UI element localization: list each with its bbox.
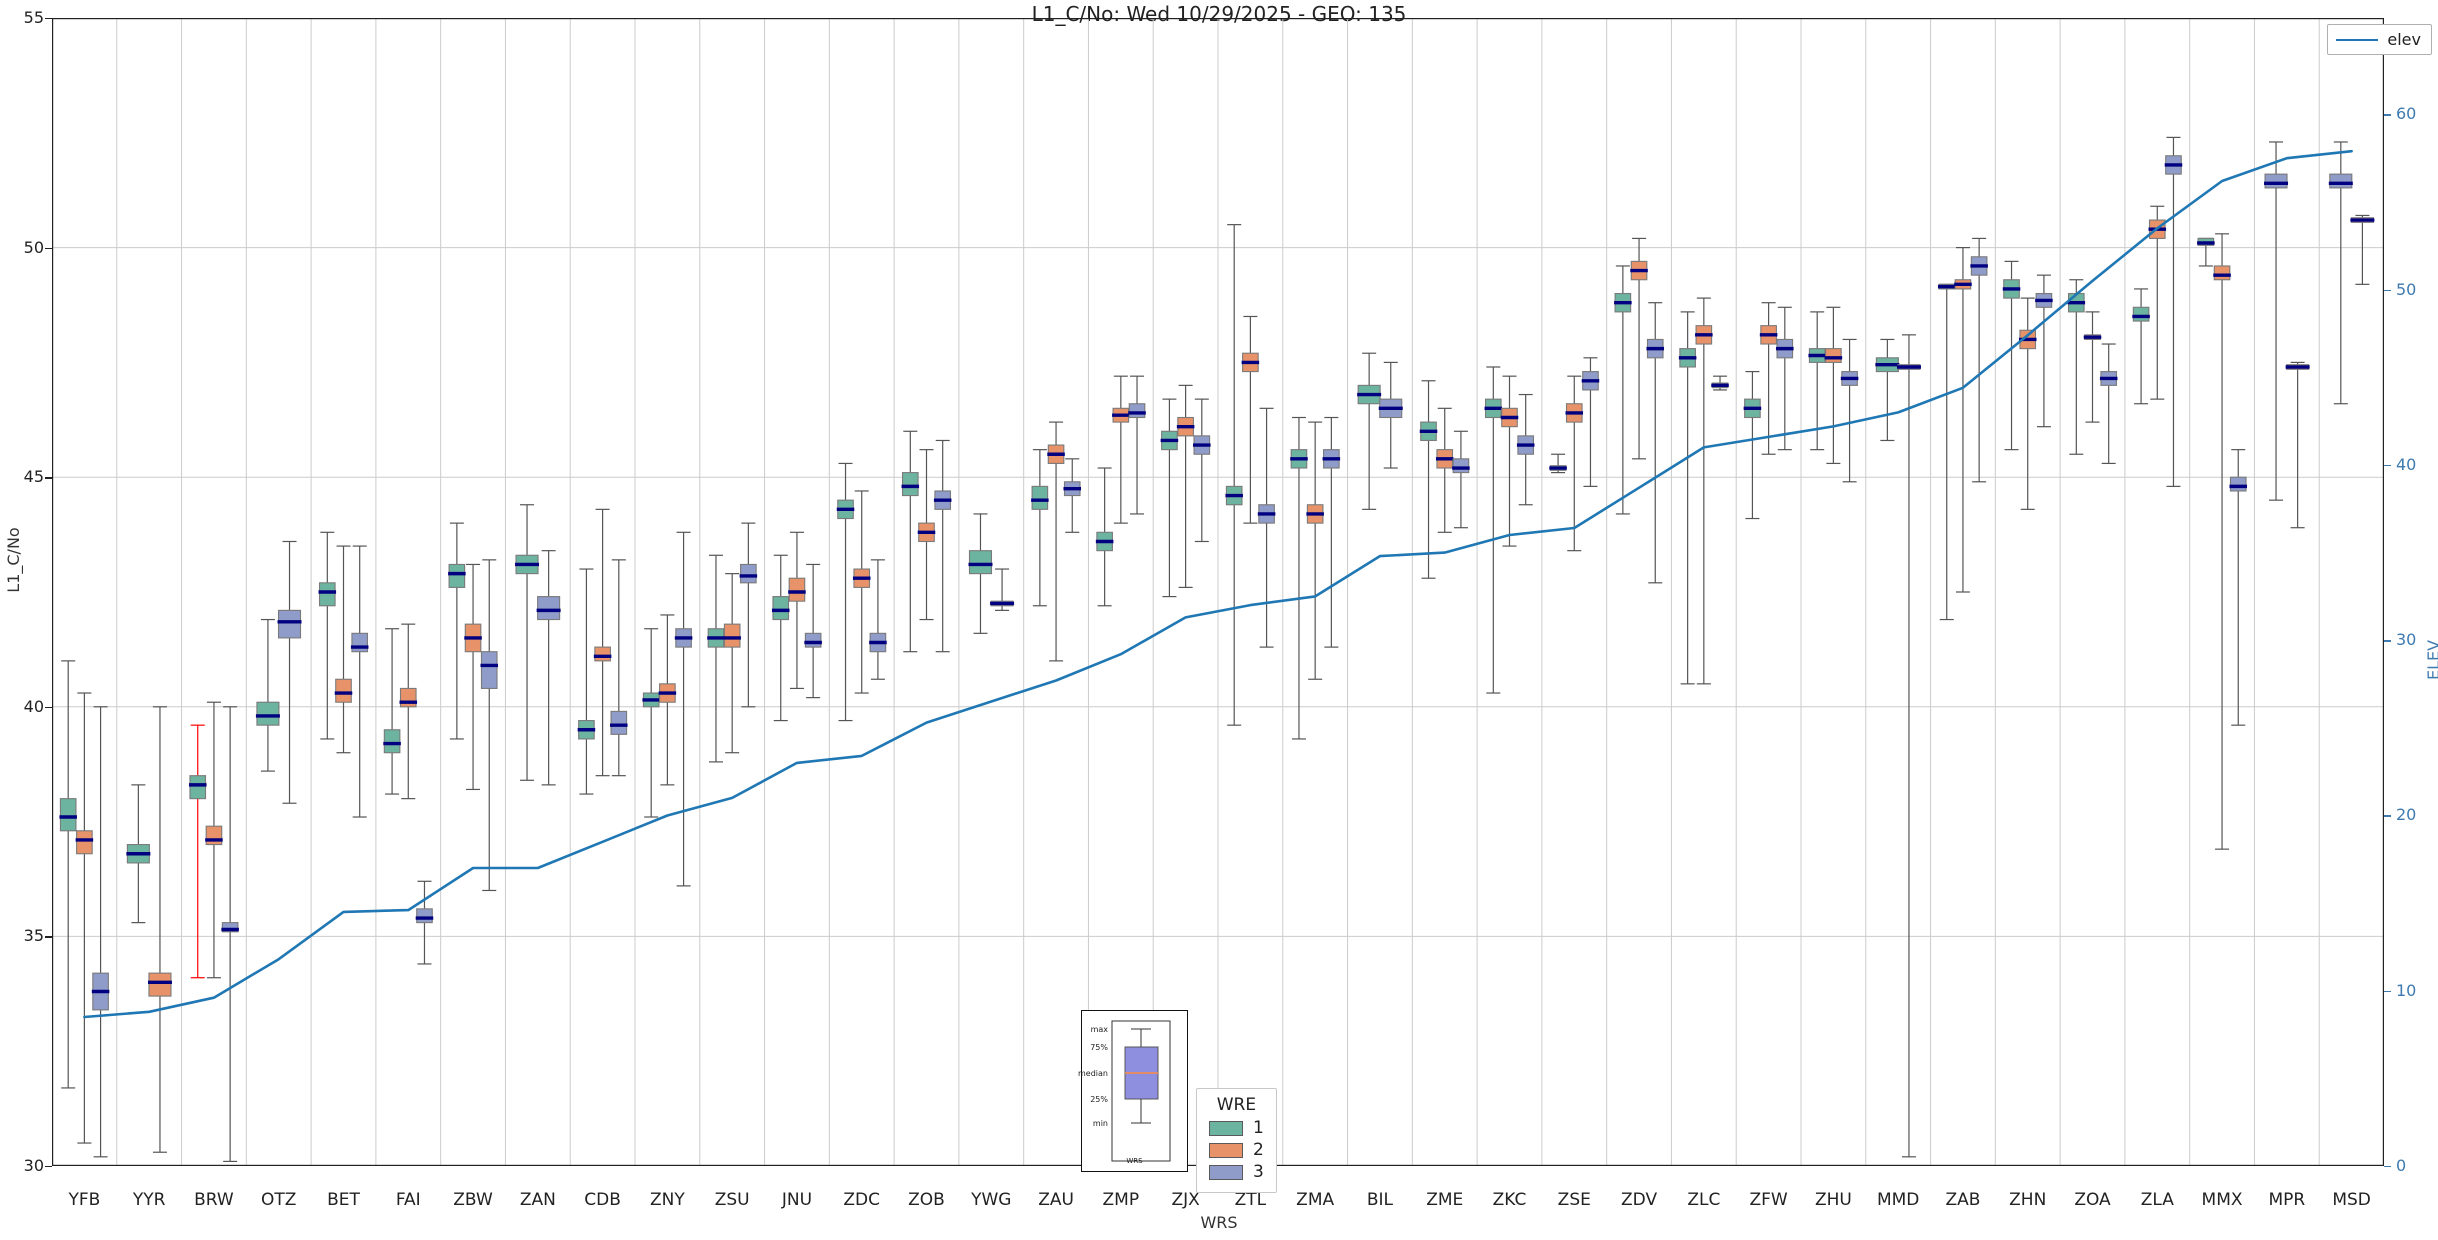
inset-x-label: WRS <box>1126 1157 1143 1165</box>
x-tick-MMD: MMD <box>1876 1190 1920 1210</box>
wre-swatch-3 <box>1209 1164 1243 1180</box>
y-tick-mark <box>45 477 52 479</box>
x-tick-ZAU: ZAU <box>1038 1190 1074 1210</box>
x-tick-BIL: BIL <box>1366 1190 1394 1210</box>
x-tick-ZTL: ZTL <box>1234 1190 1267 1210</box>
wre-legend-item-1[interactable]: 1 <box>1209 1118 1264 1138</box>
plot-svg <box>52 18 2384 1166</box>
elev-legend-label: elev <box>2387 30 2421 49</box>
x-tick-ZMA: ZMA <box>1296 1190 1335 1210</box>
wre-legend-item-2[interactable]: 2 <box>1209 1140 1264 1160</box>
x-tick-ZAN: ZAN <box>519 1190 556 1210</box>
wre-swatch-1 <box>1209 1120 1243 1136</box>
y2-tick-40: 40 <box>2396 454 2417 474</box>
x-tick-MMX: MMX <box>2201 1190 2243 1210</box>
x-tick-YFB: YFB <box>68 1190 101 1210</box>
y2-tick-mark <box>2384 990 2391 993</box>
y-tick-50: 50 <box>23 237 44 257</box>
wre-label-2: 2 <box>1253 1140 1264 1160</box>
x-tick-ZSE: ZSE <box>1557 1190 1591 1210</box>
y2-tick-60: 60 <box>2396 104 2417 124</box>
x-tick-ZME: ZME <box>1426 1190 1464 1210</box>
wre-legend-item-3[interactable]: 3 <box>1209 1162 1264 1182</box>
y2-tick-20: 20 <box>2396 805 2417 825</box>
inset-label-median: median <box>1078 1069 1108 1078</box>
y-tick-mark <box>45 1166 52 1168</box>
x-tick-OTZ: OTZ <box>261 1190 297 1210</box>
inset-label-q3: 75% <box>1090 1043 1108 1052</box>
y-tick-mark <box>45 247 52 249</box>
x-axis-label: WRS <box>1200 1213 1238 1232</box>
x-tick-ZBW: ZBW <box>453 1190 493 1210</box>
x-tick-CDB: CDB <box>584 1190 621 1210</box>
x-tick-ZOA: ZOA <box>2074 1190 2111 1210</box>
y-tick-45: 45 <box>23 467 44 487</box>
y-tick-mark <box>45 18 52 20</box>
boxplot-explainer-legend: max 75% median 25% min WRS <box>1078 1010 1188 1172</box>
x-tick-ZSU: ZSU <box>714 1190 750 1210</box>
x-tick-ZFW: ZFW <box>1749 1190 1788 1210</box>
elev-legend[interactable]: elev <box>2327 24 2432 55</box>
y-tick-55: 55 <box>23 8 44 27</box>
y2-tick-30: 30 <box>2396 630 2417 650</box>
x-tick-YYR: YYR <box>132 1190 166 1210</box>
y-tick-mark <box>45 706 52 709</box>
x-tick-ZHU: ZHU <box>1814 1190 1852 1210</box>
elev-legend-line <box>2336 38 2379 41</box>
x-tick-ZNY: ZNY <box>650 1190 685 1210</box>
y2-tick-50: 50 <box>2396 279 2417 299</box>
y-tick-40: 40 <box>23 696 44 716</box>
x-tick-ZLC: ZLC <box>1687 1190 1721 1210</box>
x-tick-ZKC: ZKC <box>1492 1190 1527 1210</box>
x-tick-JNU: JNU <box>781 1190 813 1210</box>
wre-swatch-2 <box>1209 1142 1243 1158</box>
x-tick-MSD: MSD <box>2332 1190 2371 1210</box>
y2-axis-label: ELEV <box>2424 639 2438 681</box>
y2-tick-mark <box>2384 114 2391 116</box>
boxplot-explainer-svg <box>1111 1020 1171 1162</box>
wre-label-3: 3 <box>1253 1162 1264 1182</box>
x-tick-YWG: YWG <box>971 1190 1012 1210</box>
chart-title: L1_C/No: Wed 10/29/2025 - GEO: 135 <box>1031 2 1407 26</box>
x-tick-BRW: BRW <box>194 1190 234 1210</box>
y2-tick-mark <box>2384 815 2391 817</box>
x-tick-ZOB: ZOB <box>908 1190 945 1210</box>
y-tick-mark <box>45 936 52 938</box>
x-tick-ZLA: ZLA <box>2140 1190 2174 1210</box>
inset-label-q1: 25% <box>1090 1095 1108 1104</box>
wre-label-1: 1 <box>1253 1118 1264 1138</box>
y-tick-35: 35 <box>23 926 44 946</box>
y2-tick-mark <box>2384 1166 2391 1168</box>
y2-tick-mark <box>2384 289 2391 292</box>
x-tick-ZDV: ZDV <box>1621 1190 1658 1210</box>
inset-label-min: min <box>1092 1119 1108 1128</box>
inset-label-max: max <box>1090 1025 1108 1034</box>
x-tick-ZMP: ZMP <box>1102 1190 1140 1210</box>
x-tick-MPR: MPR <box>2268 1190 2306 1210</box>
x-tick-BET: BET <box>327 1190 360 1210</box>
y2-tick-10: 10 <box>2396 980 2417 1000</box>
wre-legend-title: WRE <box>1216 1095 1257 1115</box>
y2-tick-0: 0 <box>2396 1156 2407 1175</box>
plot-area <box>52 18 2384 1166</box>
y-axis-label: L1_C/No <box>4 527 23 593</box>
x-tick-ZAB: ZAB <box>1945 1190 1981 1210</box>
x-tick-ZJX: ZJX <box>1171 1190 1200 1210</box>
x-tick-ZHN: ZHN <box>2009 1190 2047 1210</box>
y-tick-30: 30 <box>23 1156 44 1175</box>
x-tick-FAI: FAI <box>395 1190 421 1210</box>
y2-tick-mark <box>2384 464 2391 467</box>
y2-tick-mark <box>2384 640 2391 642</box>
x-tick-ZDC: ZDC <box>843 1190 881 1210</box>
